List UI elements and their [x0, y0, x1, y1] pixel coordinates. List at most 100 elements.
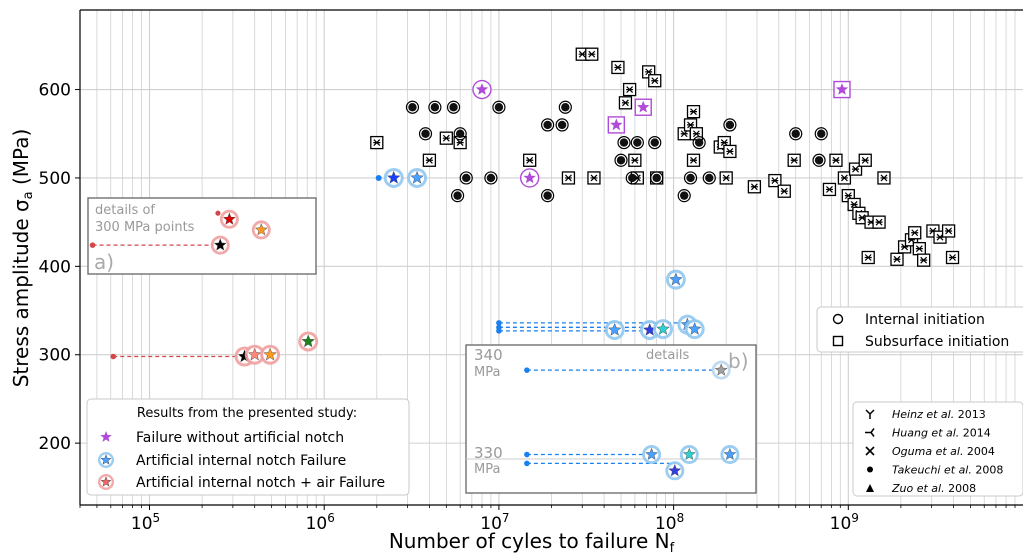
marker-cross [631, 156, 639, 164]
subsurface-initiation-point [723, 144, 737, 159]
marker-ring [617, 135, 631, 150]
internal-notch-failure-point [383, 167, 404, 188]
marker-core [453, 191, 462, 200]
internal-initiation-point [677, 189, 691, 203]
marker-core [408, 103, 417, 112]
marker-cross [945, 227, 953, 235]
inset-a-point [251, 220, 271, 240]
marker-core [449, 103, 458, 112]
legend-initiation-frame [816, 306, 1023, 353]
marker-core [486, 173, 496, 183]
marker-cross [864, 254, 872, 261]
subsurface-initiation-point [439, 131, 453, 145]
subsurface-initiation-point [877, 171, 891, 185]
internal-initiation-point [648, 135, 662, 150]
internal-notch-failure-point [407, 167, 428, 188]
legend-dot-marker [867, 466, 873, 473]
marker-core [680, 191, 689, 200]
subsurface-initiation-point [787, 153, 801, 167]
no-notch-failure-point [472, 79, 492, 100]
inset-b-point [642, 445, 662, 465]
marker-star [387, 170, 401, 184]
legend-study-item: Artificial internal notch Failure [136, 453, 346, 469]
no-notch-failure-point [519, 168, 540, 188]
legend-author-item: Heinz et al. 2013 [892, 408, 986, 421]
subsurface-initiation-point [768, 173, 782, 188]
internal-initiation-point [617, 135, 631, 150]
marker-ring [648, 135, 662, 150]
marker-ring [723, 118, 737, 132]
inset-b-label-330-unit: MPa [474, 462, 500, 477]
no-notch-failure-point [634, 98, 652, 116]
internal-initiation-point [683, 171, 698, 185]
marker-core [619, 138, 629, 147]
marker-cross [456, 139, 464, 147]
subsurface-initiation-point [858, 153, 872, 167]
marker-cross [750, 183, 758, 191]
connector-start-dot [375, 174, 382, 181]
connector-start-dot [110, 353, 117, 360]
subsurface-initiation-point [523, 153, 537, 167]
subsurface-initiation-point [719, 171, 733, 185]
subsurface-initiation-point [912, 242, 926, 256]
marker-star [222, 212, 236, 225]
marker-core [791, 129, 800, 138]
marker-core [462, 173, 471, 183]
subsurface-initiation-point [618, 96, 633, 110]
legend-initiation-item: Subsurface initiation [865, 334, 1009, 350]
marker-ring [450, 189, 465, 203]
inset-a-frame [87, 197, 317, 275]
y-axis-title: Stress amplitude σa (MPa) [9, 129, 36, 388]
legend-study: Results from the presented study: Failure… [86, 398, 410, 496]
legend-study-item: Artificial internal notch + air Failure [136, 475, 385, 491]
marker-star [100, 454, 112, 465]
marker-star [100, 476, 112, 487]
x-tick-label: 106 [306, 511, 335, 534]
marker-cross [915, 245, 923, 253]
marker-star [637, 100, 650, 113]
subsurface-initiation-point [917, 253, 931, 267]
internal-notch-failure-point [604, 319, 625, 340]
marker-ring [692, 135, 706, 150]
subsurface-initiation-point [908, 226, 922, 240]
marker-core [557, 120, 567, 130]
marker-core [652, 173, 661, 183]
legend-author-item: Huang et al. 2014 [892, 427, 991, 440]
subsurface-initiation-point [777, 184, 791, 198]
marker-core [430, 103, 440, 112]
subsurface-initiation-point [945, 250, 960, 265]
marker-cross [564, 174, 572, 182]
no-notch-failure-point [607, 116, 626, 134]
y-tick-label: 300 [39, 346, 71, 366]
marker-ring [650, 171, 664, 185]
inset-a-point [210, 235, 230, 255]
marker-ring [405, 100, 420, 114]
internal-initiation-point [453, 127, 467, 141]
marker-core [817, 129, 826, 138]
legend-author-item: Zuo et al. 2008 [891, 482, 976, 495]
internal-initiation-point [450, 189, 465, 203]
marker-star [263, 347, 277, 361]
inset-b-label: b) [728, 349, 749, 373]
internal-initiation-point [446, 100, 461, 114]
legend-author-item: Takeuchi et al. 2008 [892, 464, 1003, 477]
marker-star [669, 272, 683, 286]
marker-cross [373, 139, 381, 147]
marker-cross [771, 177, 779, 185]
internal-initiation-point [541, 189, 555, 203]
marker-core [494, 103, 504, 112]
inset-a-title-line-2: 300 MPa points [95, 220, 195, 235]
connector-start-dot [89, 242, 96, 248]
marker-ring [814, 127, 828, 141]
internal-initiation-point [702, 171, 716, 185]
subsurface-initiation-point [648, 74, 662, 88]
marker-cross [720, 139, 728, 147]
marker-cross [526, 156, 534, 164]
marker-ring [418, 127, 433, 141]
internal-initiation-point [789, 127, 803, 141]
subsurface-initiation-point [861, 250, 875, 265]
internal-initiation-point [650, 171, 664, 185]
legend-study-item: Failure without artificial notch [136, 430, 344, 446]
marker-cross [626, 86, 634, 93]
marker-cross [893, 255, 901, 263]
